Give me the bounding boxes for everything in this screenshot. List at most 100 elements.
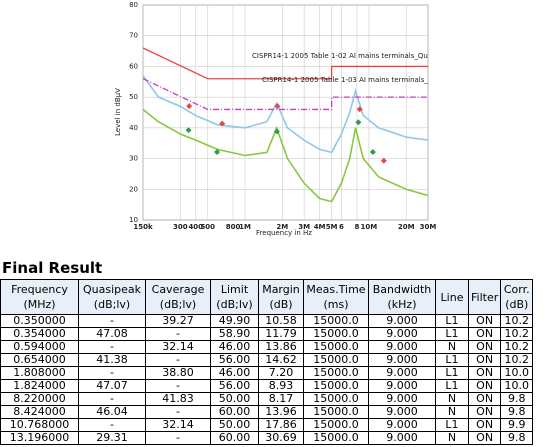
table-cell: ON [467, 379, 502, 393]
table-cell: 50.00 [210, 418, 259, 432]
column-header: Line [435, 279, 469, 315]
table-cell: 1.808000 [0, 366, 79, 380]
table-cell: 8.93 [258, 379, 304, 393]
table-cell: 30.69 [258, 431, 304, 445]
column-header: Meas.Time (ms) [303, 279, 369, 315]
table-cell: 1.824000 [0, 379, 79, 393]
table-cell: ON [467, 366, 502, 380]
x-tick-label: 10M [361, 223, 378, 231]
table-cell: 10.2 [500, 314, 534, 328]
table-cell: 41.83 [145, 392, 211, 406]
table-cell: L1 [435, 418, 469, 432]
result-table: Frequency (MHz) Quasipeak (dB;lv) Caverage (d… [0, 279, 534, 445]
x-tick-label: 500 [200, 223, 215, 231]
table-cell: - [78, 418, 146, 432]
table-cell: 15000.0 [303, 353, 369, 367]
header-text: Corr. [503, 283, 530, 296]
table-cell: 50.00 [210, 392, 259, 406]
column-header: Corr. (dB) [500, 279, 534, 315]
table-cell: 46.04 [78, 405, 146, 419]
column-header: Frequency (MHz) [0, 279, 79, 315]
table-row: 0.350000-39.27 49.90 10.58 15000.0 9.000 L1 ON… [0, 314, 534, 328]
table-cell: 58.90 [210, 327, 259, 341]
header-text: (dB;lv) [93, 298, 131, 311]
table-cell: ON [467, 431, 502, 445]
y-tick-label: 20 [129, 185, 138, 193]
table-cell: 32.14 [145, 418, 211, 432]
table-cell: 9.000 [368, 392, 436, 406]
table-cell: 29.31 [78, 431, 146, 445]
table-cell: 32.14 [145, 340, 211, 354]
table-cell: 38.80 [145, 366, 211, 380]
table-cell: 10.2 [500, 327, 534, 341]
x-tick-label: 1M [239, 223, 251, 231]
table-row: 8.424000 46.04-60.00 13.96 15000.0 9.000 N ON 9… [0, 405, 534, 419]
column-header: Bandwidth (kHz) [368, 279, 436, 315]
table-cell: 15000.0 [303, 392, 369, 406]
limit-label: CISPR14-1 2005 Table 1-02 AI mains termi… [252, 52, 458, 60]
table-cell: 13.196000 [0, 431, 79, 445]
table-cell: 15000.0 [303, 327, 369, 341]
header-text: (kHz) [387, 298, 417, 311]
marker [356, 106, 363, 113]
table-cell: 15000.0 [303, 418, 369, 432]
marker [214, 148, 221, 155]
table-cell: 10.58 [258, 314, 304, 328]
table-cell: 15000.0 [303, 431, 369, 445]
y-tick-label: 60 [129, 62, 138, 70]
table-cell: ON [467, 418, 502, 432]
table-cell: L1 [435, 314, 469, 328]
table-cell: ON [467, 353, 502, 367]
table-cell: 9.000 [368, 405, 436, 419]
table-cell: L1 [435, 379, 469, 393]
column-header: Margin (dB) [258, 279, 304, 315]
x-tick-label: 300 [173, 223, 188, 231]
table-cell: 47.07 [78, 379, 146, 393]
header-text: Margin [262, 283, 300, 296]
table-cell: 15000.0 [303, 340, 369, 354]
header-text: Quasipeak [82, 283, 142, 296]
column-header: Quasipeak (dB;lv) [78, 279, 146, 315]
table-cell: 9.000 [368, 431, 436, 445]
table-cell: 0.594000 [0, 340, 79, 354]
x-tick-label: 5M [326, 223, 338, 231]
x-tick-label: 6 [339, 223, 344, 231]
header-text: Bandwidth [372, 283, 432, 296]
table-cell: ON [467, 405, 502, 419]
x-tick-label: 8 [354, 223, 359, 231]
table-cell: ON [467, 340, 502, 354]
table-cell: 17.86 [258, 418, 304, 432]
table-cell: 47.08 [78, 327, 146, 341]
chart: CISPR14-1 2005 Table 1-02 AI mains termi… [114, 1, 458, 237]
table-cell: 60.00 [210, 405, 259, 419]
table-cell: 9.9 [500, 418, 534, 432]
marker [355, 119, 362, 126]
table-cell: 0.350000 [0, 314, 79, 328]
table-cell: - [78, 392, 146, 406]
header-text: Caverage [151, 283, 205, 296]
table-cell: L1 [435, 327, 469, 341]
table-cell: L1 [435, 366, 469, 380]
marker [185, 127, 192, 134]
table-cell: - [78, 314, 146, 328]
table-cell: 15000.0 [303, 314, 369, 328]
y-tick-label: 40 [129, 124, 138, 132]
table-cell: 9.000 [368, 327, 436, 341]
y-tick-label: 10 [129, 216, 138, 224]
limit-label: CISPR14-1 2005 Table 1-03 AI mains termi… [262, 76, 457, 84]
table-cell: - [145, 405, 211, 419]
table-cell: 0.354000 [0, 327, 79, 341]
table-cell: 9.8 [500, 405, 534, 419]
table-cell: 13.86 [258, 340, 304, 354]
y-tick-label: 30 [129, 155, 138, 163]
table-cell: 13.96 [258, 405, 304, 419]
y-tick-label: 80 [129, 1, 138, 9]
marker [380, 157, 387, 164]
table-cell: - [145, 379, 211, 393]
table-row: 1.824000 47.07-56.00 8.93 15000.0 9.000 L1 ON 1… [0, 379, 534, 393]
table-cell: 15000.0 [303, 379, 369, 393]
table-cell: 49.90 [210, 314, 259, 328]
table-cell: 9.8 [500, 431, 534, 445]
table-cell: 60.00 [210, 431, 259, 445]
table-cell: 9.000 [368, 379, 436, 393]
